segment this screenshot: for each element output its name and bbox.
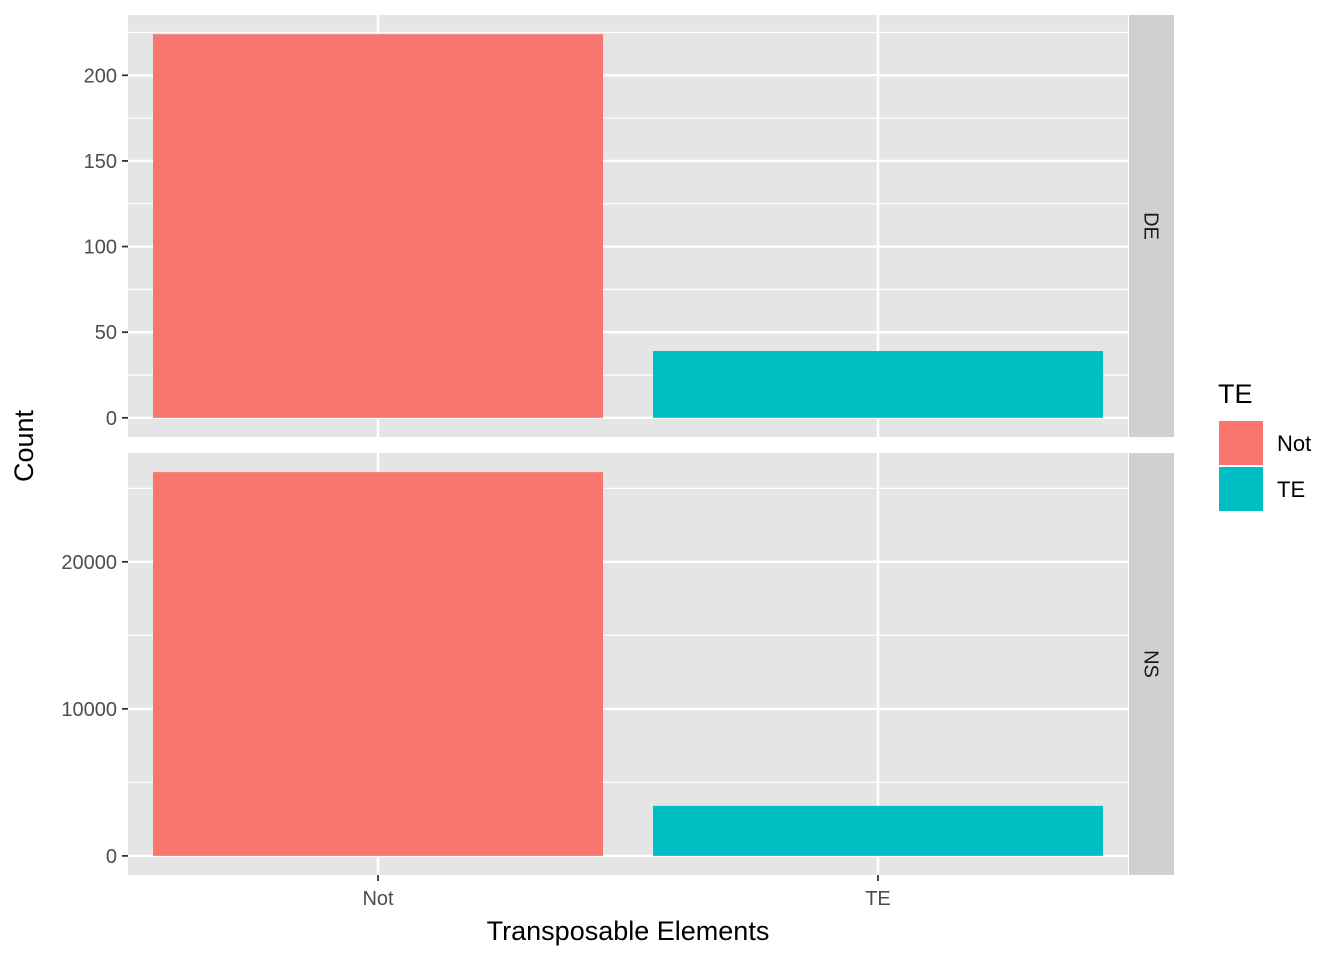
facet-strip (1129, 15, 1174, 437)
bar-de-not (153, 34, 603, 418)
y-tick-label: 200 (84, 65, 117, 87)
facet-strip-label: NS (1140, 650, 1162, 678)
x-axis-title: Transposable Elements (487, 916, 770, 946)
legend-label-not: Not (1277, 431, 1311, 456)
y-axis-title: Count (9, 409, 39, 482)
panel-de: 0 50 100 150 200 DE (84, 15, 1174, 437)
x-tick-label-te: TE (865, 888, 891, 910)
legend-label-te: TE (1277, 477, 1305, 502)
bar-de-te (653, 351, 1103, 418)
bar-ns-not (153, 472, 603, 856)
facet-panels: 0 50 100 150 200 DE 0 10000 20000 NS (61, 15, 1174, 875)
y-tick-label: 20000 (61, 552, 117, 574)
y-tick-label: 100 (84, 237, 117, 259)
legend-key-not (1219, 421, 1263, 465)
facet-strip (1129, 453, 1174, 875)
y-tick-label: 50 (95, 322, 117, 344)
legend: TE Not TE (1218, 379, 1311, 511)
y-tick-label: 0 (106, 408, 117, 430)
bar-ns-te (653, 805, 1103, 856)
x-tick-label-not: Not (362, 888, 394, 910)
x-axis: Not TE (362, 875, 891, 910)
y-tick-label: 10000 (61, 699, 117, 721)
legend-key-te (1219, 467, 1263, 511)
facet-strip-label: DE (1140, 212, 1162, 240)
panel-ns: 0 10000 20000 NS (61, 453, 1174, 875)
y-tick-label: 0 (106, 846, 117, 868)
y-tick-label: 150 (84, 151, 117, 173)
legend-title: TE (1218, 379, 1253, 409)
